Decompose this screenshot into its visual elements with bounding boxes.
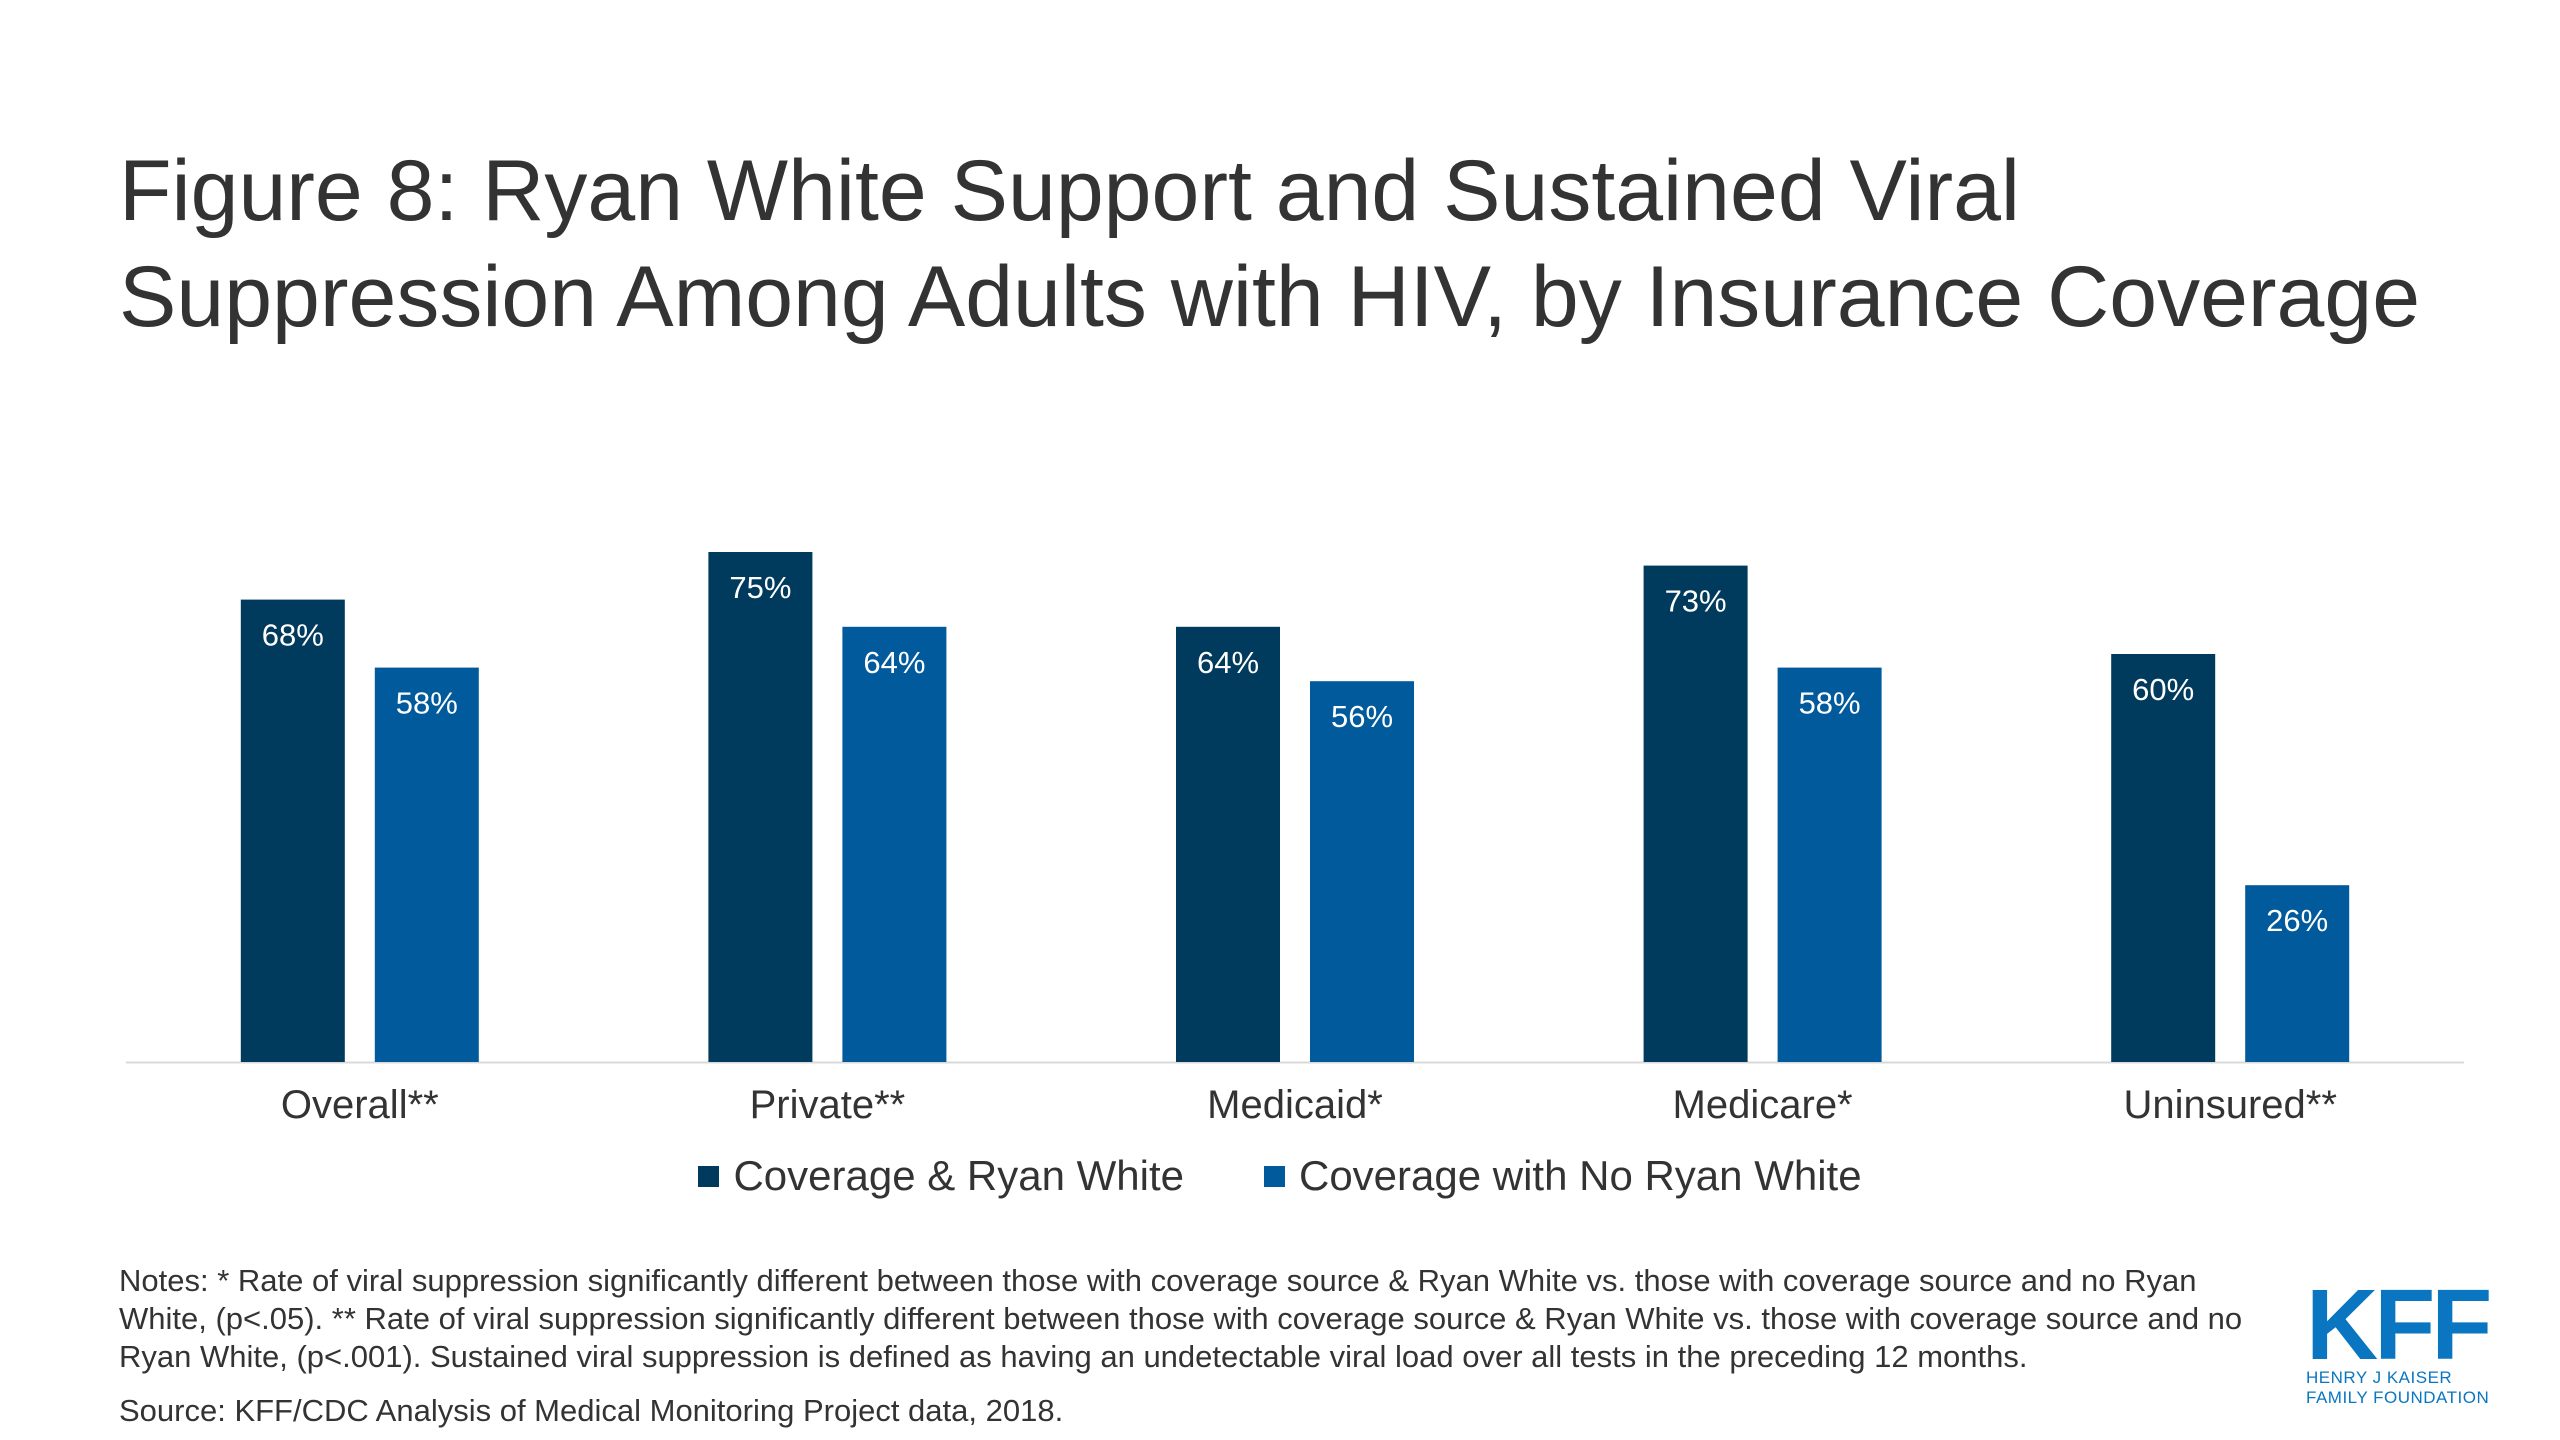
kff-logo-line2: FAMILY FOUNDATION	[2306, 1388, 2490, 1407]
bar-ryan-white	[708, 552, 813, 1062]
bar-chart: 68% 58% Overall** 75% 64% Private** 64% 56% Medi…	[126, 552, 2464, 1127]
chart-legend: Coverage & Ryan White Coverage with No R…	[0, 1152, 2560, 1200]
bar-no-ryan-white	[1777, 667, 1882, 1062]
bar-value-label: 58%	[1799, 686, 1861, 721]
legend-label-ryan-white: Coverage & Ryan White	[733, 1152, 1184, 1199]
legend-item-ryan-white: Coverage & Ryan White	[698, 1152, 1184, 1200]
kff-logo-mark: KFF	[2306, 1269, 2492, 1381]
legend-item-no-ryan-white: Coverage with No Ryan White	[1263, 1152, 1862, 1200]
chart-source: Source: KFF/CDC Analysis of Medical Moni…	[119, 1393, 1064, 1428]
bar-no-ryan-white	[374, 667, 479, 1062]
bar-value-label: 60%	[2132, 672, 2194, 707]
bar-no-ryan-white	[842, 626, 947, 1062]
bar-value-label: 68%	[262, 618, 324, 653]
bar-value-label: 58%	[396, 686, 458, 721]
bar-value-label: 75%	[729, 570, 791, 605]
kff-logo-line1: HENRY J KAISER	[2306, 1368, 2453, 1387]
category-label: Medicare*	[1673, 1083, 1853, 1127]
bar-ryan-white	[2111, 654, 2216, 1062]
bar-no-ryan-white	[2245, 885, 2350, 1062]
legend-swatch-ryan-white	[698, 1165, 720, 1187]
bar-value-label: 64%	[863, 645, 925, 680]
bar-ryan-white	[1176, 626, 1280, 1062]
category-label: Medicaid*	[1207, 1083, 1383, 1127]
bar-ryan-white	[240, 599, 345, 1062]
bar-value-label: 73%	[1665, 584, 1727, 619]
bar-no-ryan-white	[1310, 681, 1414, 1062]
chart-notes: Notes: * Rate of viral suppression signi…	[119, 1263, 2243, 1374]
legend-swatch-no-ryan-white	[1263, 1165, 1285, 1187]
legend-label-no-ryan-white: Coverage with No Ryan White	[1298, 1152, 1862, 1199]
category-label: Uninsured**	[2123, 1083, 2336, 1127]
bar-value-label: 64%	[1197, 645, 1259, 680]
bar-value-label: 56%	[1331, 699, 1393, 734]
category-label: Overall**	[281, 1083, 439, 1127]
category-label: Private**	[750, 1083, 906, 1127]
chart-title: Figure 8: Ryan White Support and Sustain…	[119, 143, 2421, 345]
kff-logo: KFF HENRY J KAISER FAMILY FOUNDATION	[2306, 1269, 2496, 1408]
bar-ryan-white	[1643, 565, 1748, 1062]
bar-value-label: 26%	[2266, 903, 2328, 938]
